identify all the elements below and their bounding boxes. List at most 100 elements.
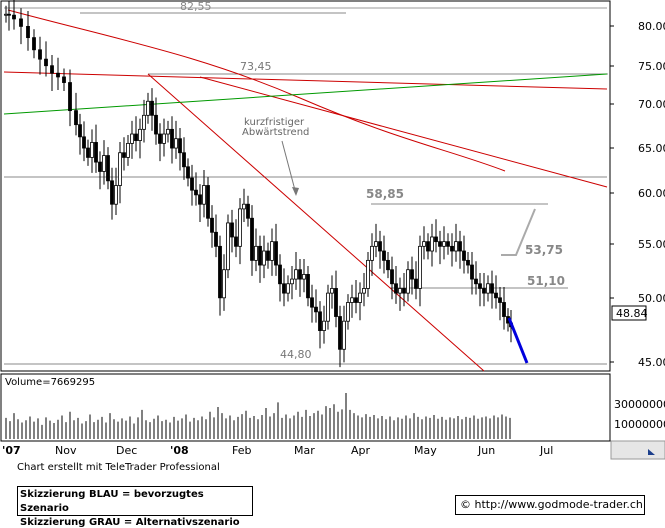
candle-body [386,259,390,271]
candle-body [322,320,326,331]
candle-body [206,185,210,219]
candle-body [174,138,178,149]
candle-body [106,155,110,182]
volume-label: Volume=7669295 [5,377,95,388]
candle-body [12,14,16,20]
candle-body [32,37,36,51]
candle-body [330,288,334,294]
label-53-75: 53,75 [525,243,563,257]
candle-body [370,245,374,261]
candle-body [354,297,358,303]
candle-body [226,222,230,271]
y-tick: 70.00 [638,98,665,111]
copyright-link[interactable]: © http://www.godmode-trader.ch [455,495,645,515]
candle-body [90,142,94,158]
candle-body [62,76,66,83]
candle-body [454,241,458,252]
candle-body [382,250,386,261]
y-tick: 50.00 [638,292,665,305]
candle-body [38,49,42,60]
candle-body [50,65,54,74]
candle-body [230,222,234,238]
volume-bars [5,392,511,439]
candle-body [234,236,238,247]
candle-body [250,217,254,261]
label-44-80: 44,80 [280,348,312,361]
candle-body [118,152,122,186]
y-tick: 80.00 [638,20,665,33]
corner-box [610,440,665,460]
y-tick: 55.00 [638,238,665,251]
candle-body [110,180,114,205]
red-trendline-short [147,73,485,372]
candle-body [254,245,258,261]
trend-note-arrow [281,140,297,195]
candle-body [334,288,338,317]
x-tick: '08 [170,444,189,457]
x-tick: Jul [539,444,553,457]
candle-body [402,288,406,294]
candle-body [26,25,30,39]
candle-body [294,269,298,280]
candle-body [474,278,478,285]
x-tick: '07 [2,444,21,457]
candle-body [502,302,506,317]
candle-body [306,274,310,299]
candle-body [162,133,166,144]
candle-body [98,161,102,172]
y-tick: 45.00 [638,356,665,369]
volume-axis: 30000000 10000000 [614,398,665,431]
trend-note-line-1: kurzfristiger [244,117,305,128]
candle-body [286,283,290,294]
arrow-head-icon [292,187,299,196]
legend-gray: Skizzierung GRAU = Alternativszenario [20,517,240,528]
candle-body [202,185,206,205]
green-trendline [3,73,608,115]
candle-body [86,147,90,158]
created-with-note: Chart erstellt mit TeleTrader Profession… [17,462,220,473]
candle-body [150,100,154,116]
candle-body [470,264,474,280]
candle-body [270,241,274,261]
candle-body [346,302,350,322]
candle-body [390,269,394,285]
candle-body [190,177,194,191]
candle-body [146,100,150,116]
candle-body [430,236,434,252]
candle-body [362,288,366,294]
candle-body [186,166,190,179]
candle-body [466,259,470,266]
last-price-value: 48.84 [616,307,648,320]
candle-body [438,241,442,247]
candle-body [68,82,72,112]
label-82-55: 82,55 [180,0,212,13]
x-tick: May [414,444,437,457]
x-tick: Feb [232,444,251,457]
x-axis: '07 Nov Dec '08 Feb Mar Apr May Jun Jul [2,444,553,457]
price-panel [0,0,611,372]
candle-body [422,241,426,247]
candle-body [378,241,382,252]
candle-body [4,13,8,16]
x-tick: Dec [116,444,137,457]
candle-body [262,250,266,266]
candle-body [134,133,138,141]
candle-body [418,245,422,289]
candle-body [298,269,302,280]
candle-body [102,155,106,172]
y-tick: 75.00 [638,60,665,73]
candle-body [398,288,402,294]
candle-body [446,241,450,247]
candle-body [318,311,322,331]
candle-body [274,241,278,266]
candle-body [490,283,494,294]
gray-scenario-sketch [501,208,536,256]
last-price-box [611,305,647,321]
candle-body [166,128,170,135]
x-tick: Mar [294,444,315,457]
label-73-45: 73,45 [240,60,272,73]
candle-body [314,306,318,313]
candle-body [462,250,466,261]
candle-body [214,231,218,247]
